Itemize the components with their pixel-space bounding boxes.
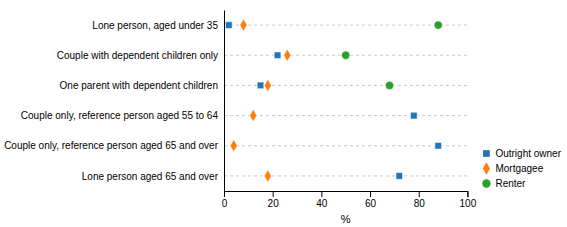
point (230, 140, 237, 152)
point (240, 19, 247, 31)
series (342, 21, 443, 90)
y-tick: Couple with dependent children only (57, 50, 224, 61)
grid-line (224, 25, 467, 26)
legend-label: Mortgagee (495, 163, 543, 174)
y-tick: Couple only, reference person aged 55 to… (21, 110, 224, 121)
x-tick: 80 (414, 191, 426, 209)
y-tick-label: One parent with dependent children (60, 80, 218, 91)
series (230, 19, 291, 182)
point (434, 21, 442, 29)
x-axis-line (225, 192, 468, 198)
marks (226, 19, 443, 182)
point (257, 82, 264, 89)
x-tick-mark (370, 191, 371, 197)
grid-line (224, 145, 467, 146)
legend-symbol (482, 179, 490, 187)
x-tick-label: 20 (268, 198, 280, 209)
y-axis-line (224, 11, 225, 192)
y-tick-label: Lone person, aged under 35 (92, 20, 218, 31)
y-tick-label: Couple only, reference person aged 65 an… (4, 140, 219, 151)
point (264, 79, 271, 91)
x-axis-title: % (341, 213, 351, 225)
legend-label: Renter (495, 178, 526, 189)
point (250, 109, 257, 121)
x-tick: 60 (365, 191, 377, 209)
y-tick-label: Couple with dependent children only (57, 50, 218, 61)
x-tick-mark (224, 191, 225, 197)
grid (224, 25, 467, 176)
x-tick-label: 40 (316, 198, 328, 209)
x-tick-mark (321, 191, 322, 197)
legend-symbol (483, 150, 490, 157)
series (226, 22, 442, 180)
x-tick-mark (273, 191, 274, 197)
point (385, 81, 393, 89)
plot: 0 20 40 60 80 100 Lone person, aged under 35 Co… (4, 11, 477, 210)
point (284, 49, 291, 61)
point (226, 22, 233, 29)
x-tick-mark (467, 191, 468, 197)
y-axis: Lone person, aged under 35 Couple with de… (4, 11, 224, 192)
x-axis: 0 20 40 60 80 100 (222, 191, 477, 209)
marks-inner (226, 19, 443, 182)
x-tick-label: 80 (414, 198, 426, 209)
point (274, 52, 281, 59)
legend: Outright owner Mortgagee Renter (482, 148, 561, 189)
chart: 0 20 40 60 80 100 Lone person, aged under 35 Co… (0, 0, 567, 227)
x-tick-label: 60 (365, 198, 377, 209)
grid-line (224, 175, 467, 176)
point (435, 142, 442, 149)
y-tick: One parent with dependent children (60, 80, 224, 91)
x-tick-label: 100 (460, 198, 477, 209)
point (264, 170, 271, 182)
legend-symbol (483, 162, 490, 174)
x-tick: 0 (222, 191, 228, 209)
y-tick-label: Lone person aged 65 and over (82, 171, 219, 182)
grid-line (224, 115, 467, 116)
x-tick: 100 (460, 191, 477, 209)
point (396, 173, 403, 180)
x-tick-mark (419, 191, 420, 197)
x-tick-label: 0 (222, 198, 228, 209)
y-tick: Lone person, aged under 35 (92, 20, 224, 31)
point (342, 51, 350, 59)
legend-label: Outright owner (495, 148, 561, 159)
y-tick: Couple only, reference person aged 65 an… (4, 140, 224, 151)
x-tick: 40 (316, 191, 328, 209)
y-tick: Lone person aged 65 and over (82, 171, 224, 182)
point (411, 112, 418, 119)
x-tick: 20 (268, 191, 280, 209)
y-tick-label: Couple only, reference person aged 55 to… (21, 110, 219, 121)
